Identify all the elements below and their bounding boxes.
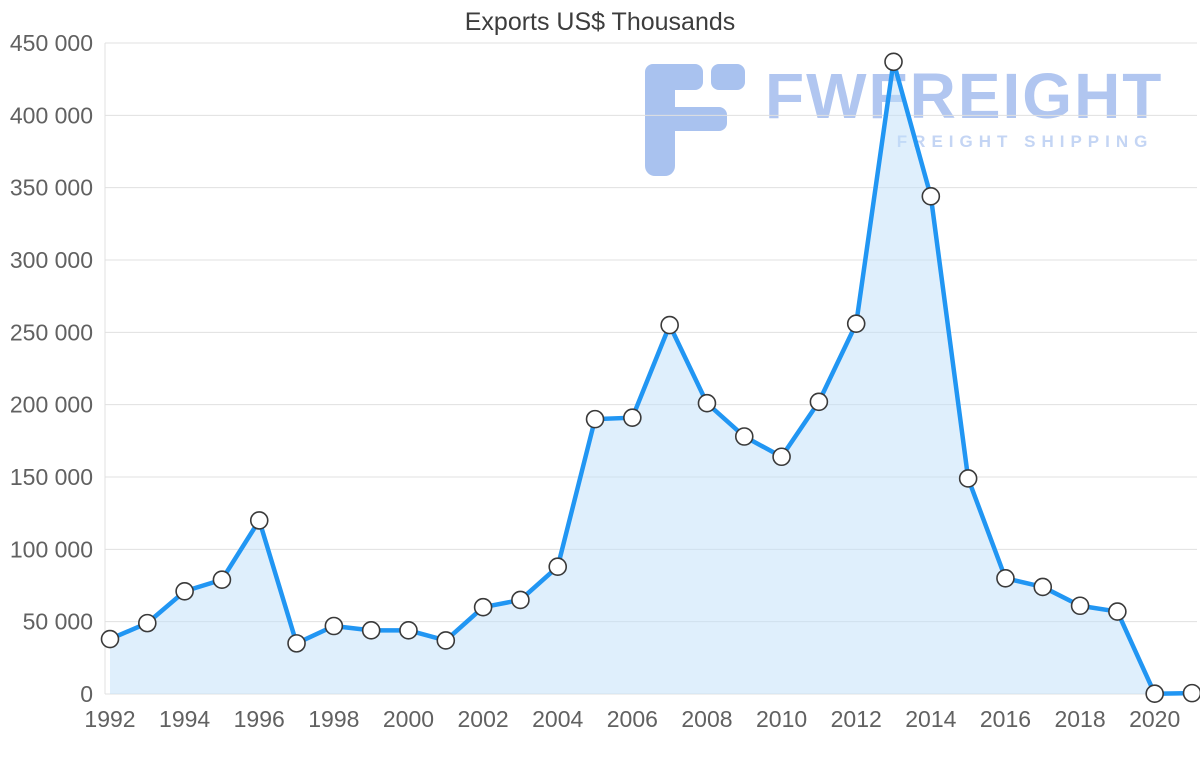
data-point[interactable] [436,631,456,650]
data-point[interactable] [846,314,866,333]
x-tick-label: 2008 [681,706,732,732]
data-point[interactable] [1182,683,1200,703]
data-point[interactable] [623,408,642,427]
data-point[interactable] [734,427,754,446]
data-point[interactable] [473,597,493,617]
chart-title: Exports US$ Thousands [464,8,736,36]
data-point[interactable] [772,447,791,467]
y-tick-label: 350 000 [10,175,93,201]
x-tick-label: 2006 [607,706,658,732]
data-point[interactable] [1070,596,1090,616]
brand-tagline: FREIGHT SHIPPING [896,132,1154,151]
area-fill [110,61,1192,695]
data-point[interactable] [809,392,829,412]
y-tick-label: 0 [80,681,93,707]
x-tick-label: 2014 [905,706,956,732]
x-tick-label: 2004 [532,706,583,732]
watermark: FWFREIGHT FREIGHT SHIPPING [645,64,1163,176]
data-point[interactable] [249,511,269,530]
data-point[interactable] [138,613,157,633]
data-point[interactable] [324,616,344,636]
x-tick-label: 2018 [1054,706,1105,732]
x-tick-label: 2016 [980,706,1031,732]
data-point[interactable] [1033,577,1053,597]
data-point[interactable] [1108,602,1127,621]
brand-name: FWFREIGHT [765,60,1164,132]
data-point[interactable] [697,393,717,413]
data-point[interactable] [287,634,306,653]
data-point[interactable] [511,590,530,610]
brand-logo-icon [645,64,745,176]
data-point[interactable] [958,469,978,488]
data-point[interactable] [1145,684,1164,704]
x-tick-label: 2020 [1129,706,1180,732]
x-tick-label: 1994 [159,706,210,732]
x-tick-label: 2010 [756,706,807,732]
x-tick-label: 1992 [84,706,135,732]
y-tick-label: 250 000 [10,319,93,345]
x-tick-label: 2000 [383,706,434,732]
x-tick-label: 1996 [234,706,285,732]
x-tick-label: 2002 [458,706,509,732]
y-tick-label: 200 000 [10,392,93,418]
data-point[interactable] [921,187,941,206]
y-tick-label: 50 000 [23,609,93,635]
data-point[interactable] [175,581,194,601]
data-point[interactable] [660,315,679,335]
y-tick-label: 300 000 [10,247,93,273]
x-tick-label: 1998 [308,706,359,732]
data-point[interactable] [361,621,381,640]
data-point[interactable] [399,621,418,640]
data-point[interactable] [100,629,120,649]
y-tick-label: 450 000 [10,30,93,56]
data-point[interactable] [585,409,605,429]
y-tick-label: 400 000 [10,102,93,128]
y-tick-label: 150 000 [10,464,93,490]
data-point[interactable] [884,52,903,72]
brand-text-block: FWFREIGHT FREIGHT SHIPPING [765,64,1163,152]
x-tick-label: 2012 [831,706,882,732]
data-point[interactable] [548,557,568,576]
data-point[interactable] [996,568,1015,588]
y-tick-label: 100 000 [10,536,93,562]
data-point[interactable] [212,570,232,590]
